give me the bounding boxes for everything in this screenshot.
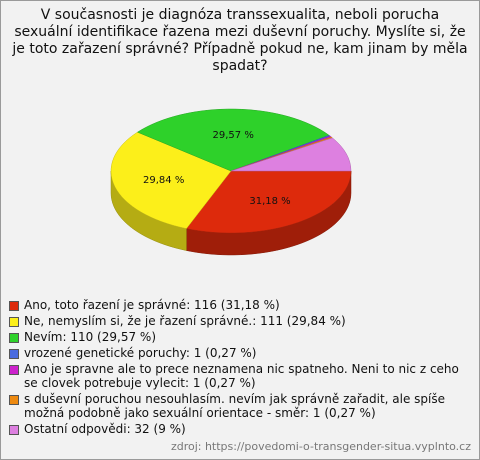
- slice-label: 29,57 %: [213, 130, 254, 141]
- legend-swatch: [9, 425, 19, 435]
- legend-label: Nevím: 110 (29,57 %): [24, 330, 156, 344]
- legend-label: s duševní poruchou nesouhlasím. nevím ja…: [24, 392, 446, 420]
- legend-swatch: [9, 395, 19, 405]
- legend-swatch: [9, 333, 19, 343]
- legend-swatch: [9, 317, 19, 327]
- legend-item: Ano, toto řazení je správné: 116 (31,18 …: [9, 298, 471, 312]
- legend-swatch: [9, 365, 19, 375]
- legend-label: vrozené genetické poruchy: 1 (0,27 %): [24, 346, 257, 360]
- slice: [110, 131, 232, 229]
- legend-item: s duševní poruchou nesouhlasím. nevím ja…: [9, 392, 471, 420]
- slice-label: 29,84 %: [143, 175, 184, 186]
- legend-label: Ano je spravne ale to prece neznamena ni…: [24, 362, 459, 390]
- legend-label: Ostatní odpovědi: 32 (9 %): [24, 422, 186, 436]
- legend-item: Nevím: 110 (29,57 %): [9, 330, 471, 344]
- legend-item: Ostatní odpovědi: 32 (9 %): [9, 422, 471, 436]
- legend-swatch: [9, 301, 19, 311]
- legend-label: Ano, toto řazení je správné: 116 (31,18 …: [24, 298, 280, 312]
- legend-item: Ano je spravne ale to prece neznamena ni…: [9, 362, 471, 390]
- slice: [185, 170, 352, 234]
- slice-label: 31,18 %: [249, 196, 290, 207]
- chart-title: V současnosti je diagnóza transsexualita…: [12, 7, 468, 74]
- legend: Ano, toto řazení je správné: 116 (31,18 …: [9, 298, 471, 438]
- source: zdroj: https://povedomi-o-transgender-si…: [170, 440, 471, 453]
- legend-label: Ne, nemyslím si, že je řazení správné.: …: [24, 314, 346, 328]
- pie-area: 31,18 % 29,84 % 29,57 %: [110, 108, 352, 256]
- slice: [230, 137, 352, 172]
- slice: [136, 108, 330, 172]
- pie-tops: 31,18 % 29,84 % 29,57 %: [110, 108, 352, 234]
- legend-item: vrozené genetické poruchy: 1 (0,27 %): [9, 346, 471, 360]
- legend-swatch: [9, 349, 19, 359]
- legend-item: Ne, nemyslím si, že je řazení správné.: …: [9, 314, 471, 328]
